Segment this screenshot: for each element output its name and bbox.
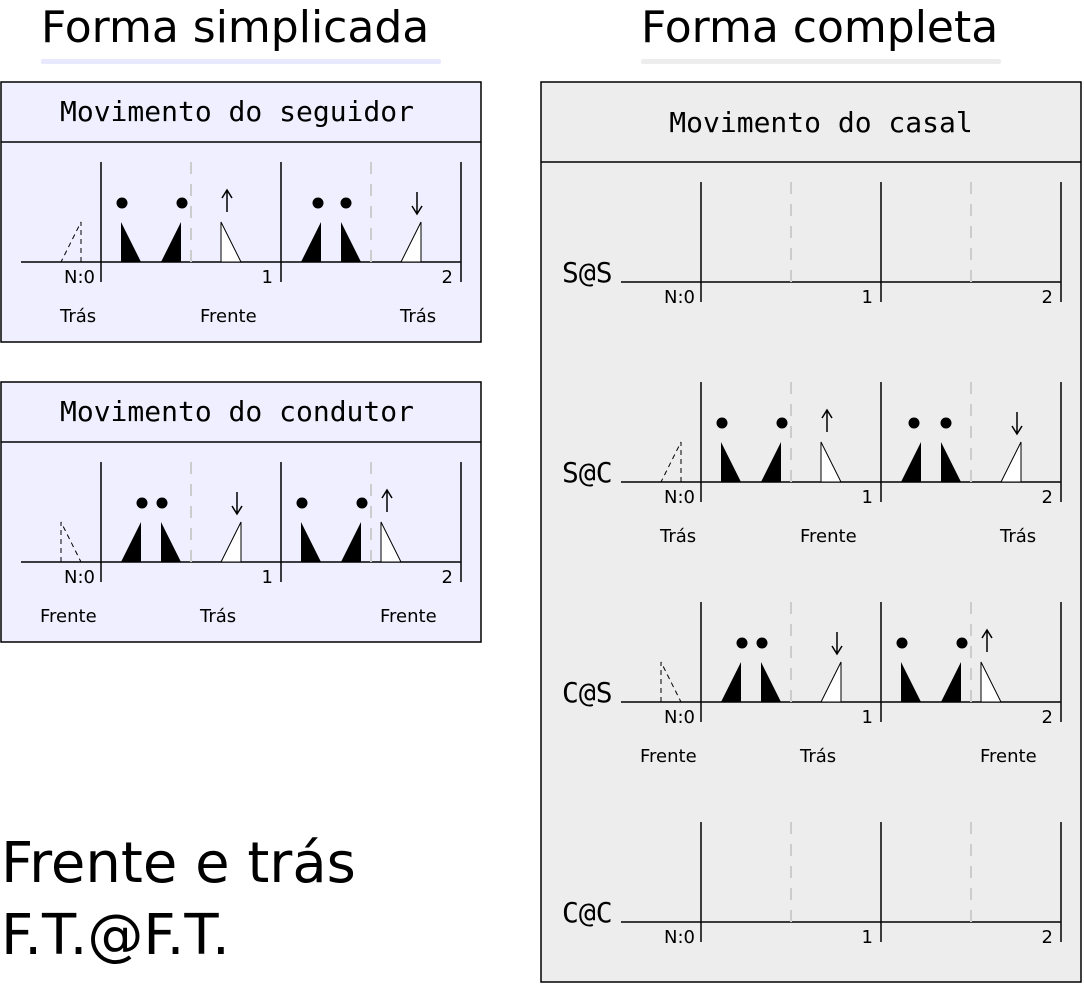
leader-panel: Movimento do condutor N:0 1 2 Frente Trá… [0,381,482,643]
step-dot [176,197,188,209]
couple-panel: Movimento do casal S@S N:0 1 2 S@C N [540,81,1082,983]
beat-label-1: 1 [862,927,873,948]
beat-label-2: 2 [442,267,453,288]
leader-staff: N:0 1 2 [20,461,462,588]
step-dot [156,497,168,509]
beat-label-0: N:0 [664,927,695,948]
follower-staff: N:0 1 2 [20,161,462,288]
beat-label-1: 1 [262,567,273,588]
step-dot [940,417,952,429]
simplified-form-underline [41,59,441,64]
beat-label-1: 1 [862,287,873,308]
direction-label: Trás [659,526,696,547]
follower-panel-title: Movimento do seguidor [60,95,414,128]
step-dot [776,417,788,429]
complete-form-heading: Forma completa [641,2,998,53]
direction-label: Frente [980,746,1037,767]
row-label-cs: C@S [562,676,613,709]
beat-label-0: N:0 [664,287,695,308]
direction-label: Frente [40,606,97,627]
beat-label-2: 2 [442,567,453,588]
step-dot [896,637,908,649]
direction-label: Trás [999,526,1036,547]
step-dot [116,197,128,209]
step-dot [908,417,920,429]
direction-label: Frente [800,526,857,547]
row-label-ss: S@S [562,256,613,289]
couple-panel-title: Movimento do casal [669,106,972,139]
row-label-cc: C@C [562,896,613,929]
complete-form-underline [641,59,1001,64]
beat-label-0: N:0 [664,487,695,508]
row-label-sc: S@C [562,456,613,489]
direction-label: Trás [399,306,436,327]
beat-label-1: 1 [262,267,273,288]
follower-panel: Movimento do seguidor N:0 1 2 Trás Frent… [0,81,482,343]
direction-label: Trás [799,746,836,767]
row-sc-staff: N:0 1 2 [620,381,1062,508]
beat-label-2: 2 [1042,707,1053,728]
step-dot [716,417,728,429]
direction-label: Frente [380,606,437,627]
simplified-form-heading: Forma simplicada [41,2,429,53]
beat-label-0: N:0 [64,267,95,288]
figure-caption-line1: Frente e trás [1,831,356,896]
leader-panel-title: Movimento do condutor [60,395,414,428]
direction-label: Frente [640,746,697,767]
row-cc-staff: N:0 1 2 [620,821,1062,948]
step-dot [340,197,352,209]
beat-label-2: 2 [1042,927,1053,948]
figure-caption-line2: F.T.@F.T. [1,903,230,968]
beat-label-0: N:0 [664,707,695,728]
beat-label-1: 1 [862,707,873,728]
beat-label-2: 2 [1042,487,1053,508]
step-dot [356,497,368,509]
step-dot [296,497,308,509]
direction-label: Trás [59,306,96,327]
step-dot [312,197,324,209]
beat-label-0: N:0 [64,567,95,588]
step-dot [756,637,768,649]
row-cs-staff: N:0 1 2 [620,601,1062,728]
beat-label-2: 2 [1042,287,1053,308]
step-dot [736,637,748,649]
step-dot [956,637,968,649]
row-ss-staff: N:0 1 2 [620,181,1062,308]
step-dot [136,497,148,509]
direction-label: Frente [200,306,257,327]
direction-label: Trás [199,606,236,627]
beat-label-1: 1 [862,487,873,508]
